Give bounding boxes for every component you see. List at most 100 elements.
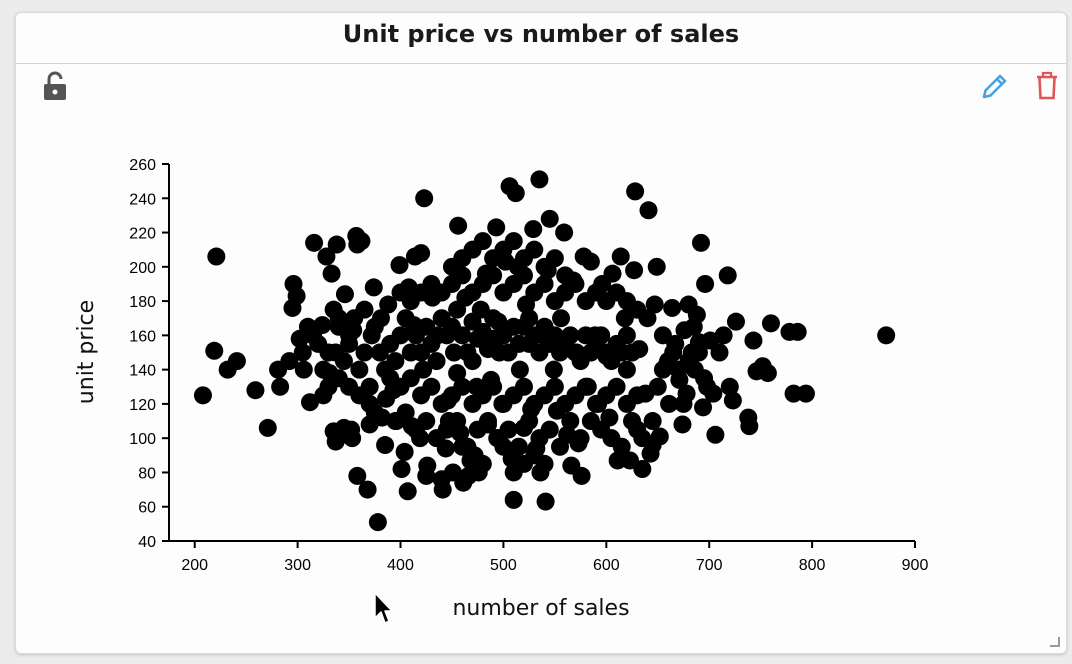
data-point: [368, 513, 387, 532]
y-tick-label: 260: [129, 157, 156, 174]
data-point: [514, 266, 533, 285]
data-point: [650, 427, 669, 446]
data-point: [572, 466, 591, 485]
pencil-icon[interactable]: [980, 71, 1010, 101]
data-point: [694, 398, 713, 417]
data-point: [445, 343, 464, 362]
data-point: [643, 412, 662, 431]
data-point: [556, 266, 575, 285]
data-point: [442, 257, 461, 276]
y-tick-label: 240: [129, 191, 156, 208]
mouse-pointer-icon: [374, 592, 393, 624]
data-point: [520, 309, 539, 328]
data-point: [427, 352, 446, 371]
data-point: [448, 364, 467, 383]
data-point: [623, 343, 642, 362]
data-point: [365, 317, 384, 336]
data-point: [504, 463, 523, 482]
data-point: [691, 233, 710, 252]
data-point: [298, 317, 317, 336]
data-point: [706, 425, 725, 444]
y-tick-label: 120: [129, 397, 156, 414]
data-point: [246, 381, 265, 400]
data-point: [391, 326, 410, 345]
data-point: [740, 417, 759, 436]
data-point: [300, 393, 319, 412]
data-point: [418, 456, 437, 475]
lock-open-icon[interactable]: [42, 71, 68, 101]
data-point: [334, 352, 353, 371]
data-point: [417, 317, 436, 336]
data-point: [484, 266, 503, 285]
data-point: [395, 442, 414, 461]
data-point: [696, 274, 715, 293]
data-point: [524, 220, 543, 239]
x-tick-label: 500: [490, 557, 517, 574]
data-point: [453, 377, 472, 396]
data-point: [530, 170, 549, 189]
data-point: [350, 360, 369, 379]
data-point: [645, 295, 664, 314]
data-point: [193, 386, 212, 405]
data-point: [305, 233, 324, 252]
data-point: [689, 343, 708, 362]
data-point: [207, 247, 226, 266]
data-point: [663, 298, 682, 317]
data-point: [784, 384, 803, 403]
data-point: [551, 437, 570, 456]
data-point: [626, 182, 645, 201]
data-point: [473, 454, 492, 473]
data-point: [723, 391, 742, 410]
x-tick-label: 200: [181, 557, 208, 574]
data-point: [561, 412, 580, 431]
y-tick-label: 220: [129, 226, 156, 243]
data-point: [530, 429, 549, 448]
data-point: [294, 360, 313, 379]
data-point: [335, 285, 354, 304]
trash-icon[interactable]: [1035, 71, 1059, 101]
data-point: [638, 309, 657, 328]
data-point: [415, 189, 434, 208]
data-point: [406, 420, 425, 439]
y-tick-label: 140: [129, 363, 156, 380]
y-tick-label: 160: [129, 328, 156, 345]
data-point: [287, 286, 306, 305]
data-point: [608, 451, 627, 470]
data-point: [684, 317, 703, 336]
data-point: [427, 429, 446, 448]
data-point: [258, 418, 277, 437]
x-axis-title: number of sales: [452, 596, 629, 621]
y-tick-label: 100: [129, 431, 156, 448]
data-point: [758, 364, 777, 383]
data-point: [628, 386, 647, 405]
data-point: [422, 334, 441, 353]
data-point: [545, 377, 564, 396]
data-point: [592, 326, 611, 345]
data-point: [326, 432, 345, 451]
data-point: [514, 377, 533, 396]
data-point: [506, 184, 525, 203]
data-point: [392, 460, 411, 479]
data-point: [398, 482, 417, 501]
data-point: [625, 261, 644, 280]
data-point: [726, 312, 745, 331]
data-point: [535, 274, 554, 293]
x-tick-label: 400: [387, 557, 414, 574]
panel-header: Unit price vs number of sales: [16, 13, 1066, 64]
data-point: [390, 256, 409, 275]
data-point: [714, 326, 733, 345]
data-point: [386, 412, 405, 431]
data-point: [633, 460, 652, 479]
data-point: [623, 412, 642, 431]
data-point: [581, 252, 600, 271]
data-point: [358, 480, 377, 499]
data-point: [504, 490, 523, 509]
data-point: [314, 386, 333, 405]
data-point: [355, 343, 374, 362]
x-tick-label: 300: [284, 557, 311, 574]
data-point: [355, 300, 374, 319]
resize-handle-icon[interactable]: [1048, 635, 1060, 647]
y-tick-label: 60: [138, 500, 156, 517]
data-point: [877, 326, 896, 345]
data-point: [365, 403, 384, 422]
